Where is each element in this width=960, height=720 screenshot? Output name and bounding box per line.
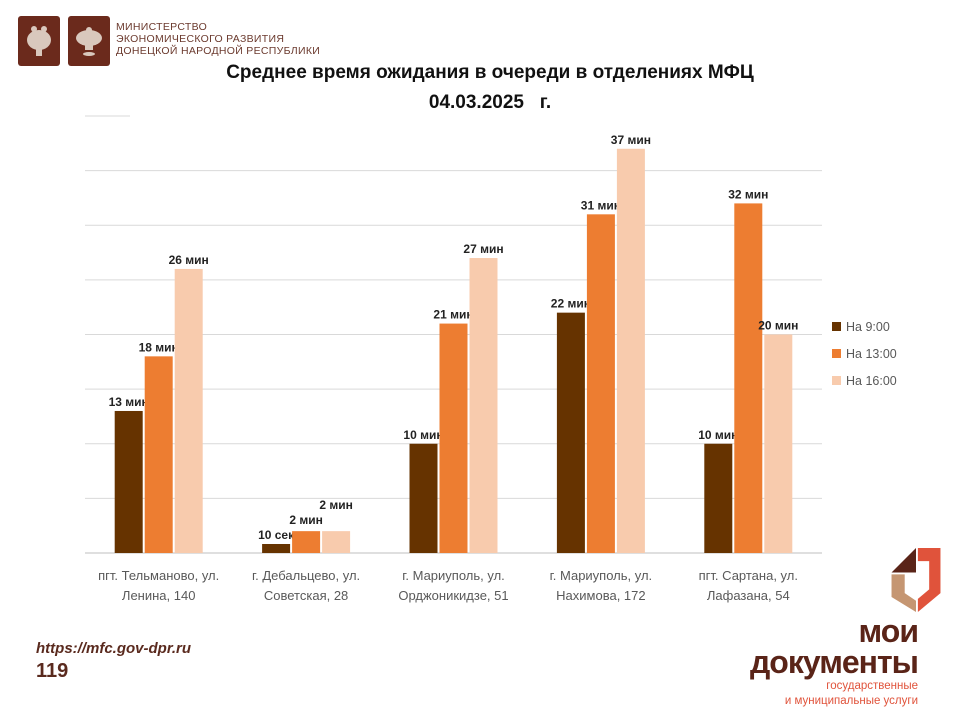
data-label: 22 мин <box>551 297 591 311</box>
legend-label: На 13:00 <box>846 347 897 361</box>
bar <box>144 356 173 553</box>
data-label: 10 сек <box>258 528 295 542</box>
logo-subtitle: и муниципальные услуги <box>784 695 918 707</box>
logo-text-moi: мои <box>858 613 919 649</box>
category-label: Советская, 28 <box>264 588 348 603</box>
ministry-line: ДОНЕЦКОЙ НАРОДНОЙ РЕСПУБЛИКИ <box>116 45 321 57</box>
category-label: Лафазана, 54 <box>707 588 790 603</box>
ministry-line: МИНИСТЕРСТВО <box>116 21 208 33</box>
bar <box>556 312 585 553</box>
russia-emblem <box>18 16 60 66</box>
bar <box>734 203 763 553</box>
category-label: Ленина, 140 <box>122 588 196 603</box>
bar <box>764 334 793 553</box>
data-label: 10 мин <box>403 428 443 442</box>
chart-subtitle: 04.03.2025 г. <box>428 92 552 113</box>
category-label: г. Дебальцево, ул. <box>252 568 360 583</box>
legend-swatch <box>832 322 841 331</box>
category-label: Нахимова, 172 <box>556 588 645 603</box>
data-label: 26 мин <box>169 253 209 267</box>
logo-subtitle: государственные <box>826 680 918 692</box>
category-label: пгт. Сартана, ул. <box>699 568 798 583</box>
bar <box>439 323 468 553</box>
data-label: 2 мин <box>319 498 353 512</box>
bar <box>586 214 615 553</box>
chart-title: Среднее время ожидания в очереди в отдел… <box>226 62 754 83</box>
data-label: 13 мин <box>109 395 149 409</box>
bar <box>174 268 203 553</box>
website-url[interactable]: https://mfc.gov-dpr.ru <box>36 640 191 657</box>
category-label: Орджоникидзе, 51 <box>398 588 508 603</box>
legend-swatch <box>832 376 841 385</box>
bar <box>616 148 645 553</box>
bar <box>114 410 143 553</box>
data-label: 21 мин <box>433 308 473 322</box>
ministry-name: МИНИСТЕРСТВО ЭКОНОМИЧЕСКОГО РАЗВИТИЯ ДОН… <box>116 21 320 57</box>
ministry-line: ЭКОНОМИЧЕСКОГО РАЗВИТИЯ <box>116 33 285 45</box>
data-label: 37 мин <box>611 133 651 147</box>
data-label: 31 мин <box>581 198 621 212</box>
data-label: 27 мин <box>463 242 503 256</box>
bar <box>469 258 498 553</box>
data-label: 18 мин <box>139 340 179 354</box>
chart-title-block: Среднее время ожидания в очереди в отдел… <box>0 58 960 118</box>
bar <box>322 531 351 553</box>
bar <box>409 443 438 553</box>
data-label: 20 мин <box>758 319 798 333</box>
category-label: г. Мариуполь, ул. <box>402 568 505 583</box>
moi-dokumenty-logo-mark <box>891 548 941 612</box>
bar <box>292 531 321 553</box>
bar <box>262 544 291 553</box>
data-label: 10 мин <box>698 428 738 442</box>
legend-label: На 9:00 <box>846 320 890 334</box>
logo-text-dokumenty: документы <box>749 644 919 680</box>
data-label: 32 мин <box>728 187 768 201</box>
data-label: 2 мин <box>289 513 323 527</box>
dpr-emblem <box>68 16 110 66</box>
category-label: пгт. Тельманово, ул. <box>98 568 219 583</box>
category-label: г. Мариуполь, ул. <box>550 568 653 583</box>
legend-label: На 16:00 <box>846 374 897 388</box>
hotline-number: 119 <box>36 660 69 682</box>
legend-swatch <box>832 349 841 358</box>
bar <box>704 443 733 553</box>
